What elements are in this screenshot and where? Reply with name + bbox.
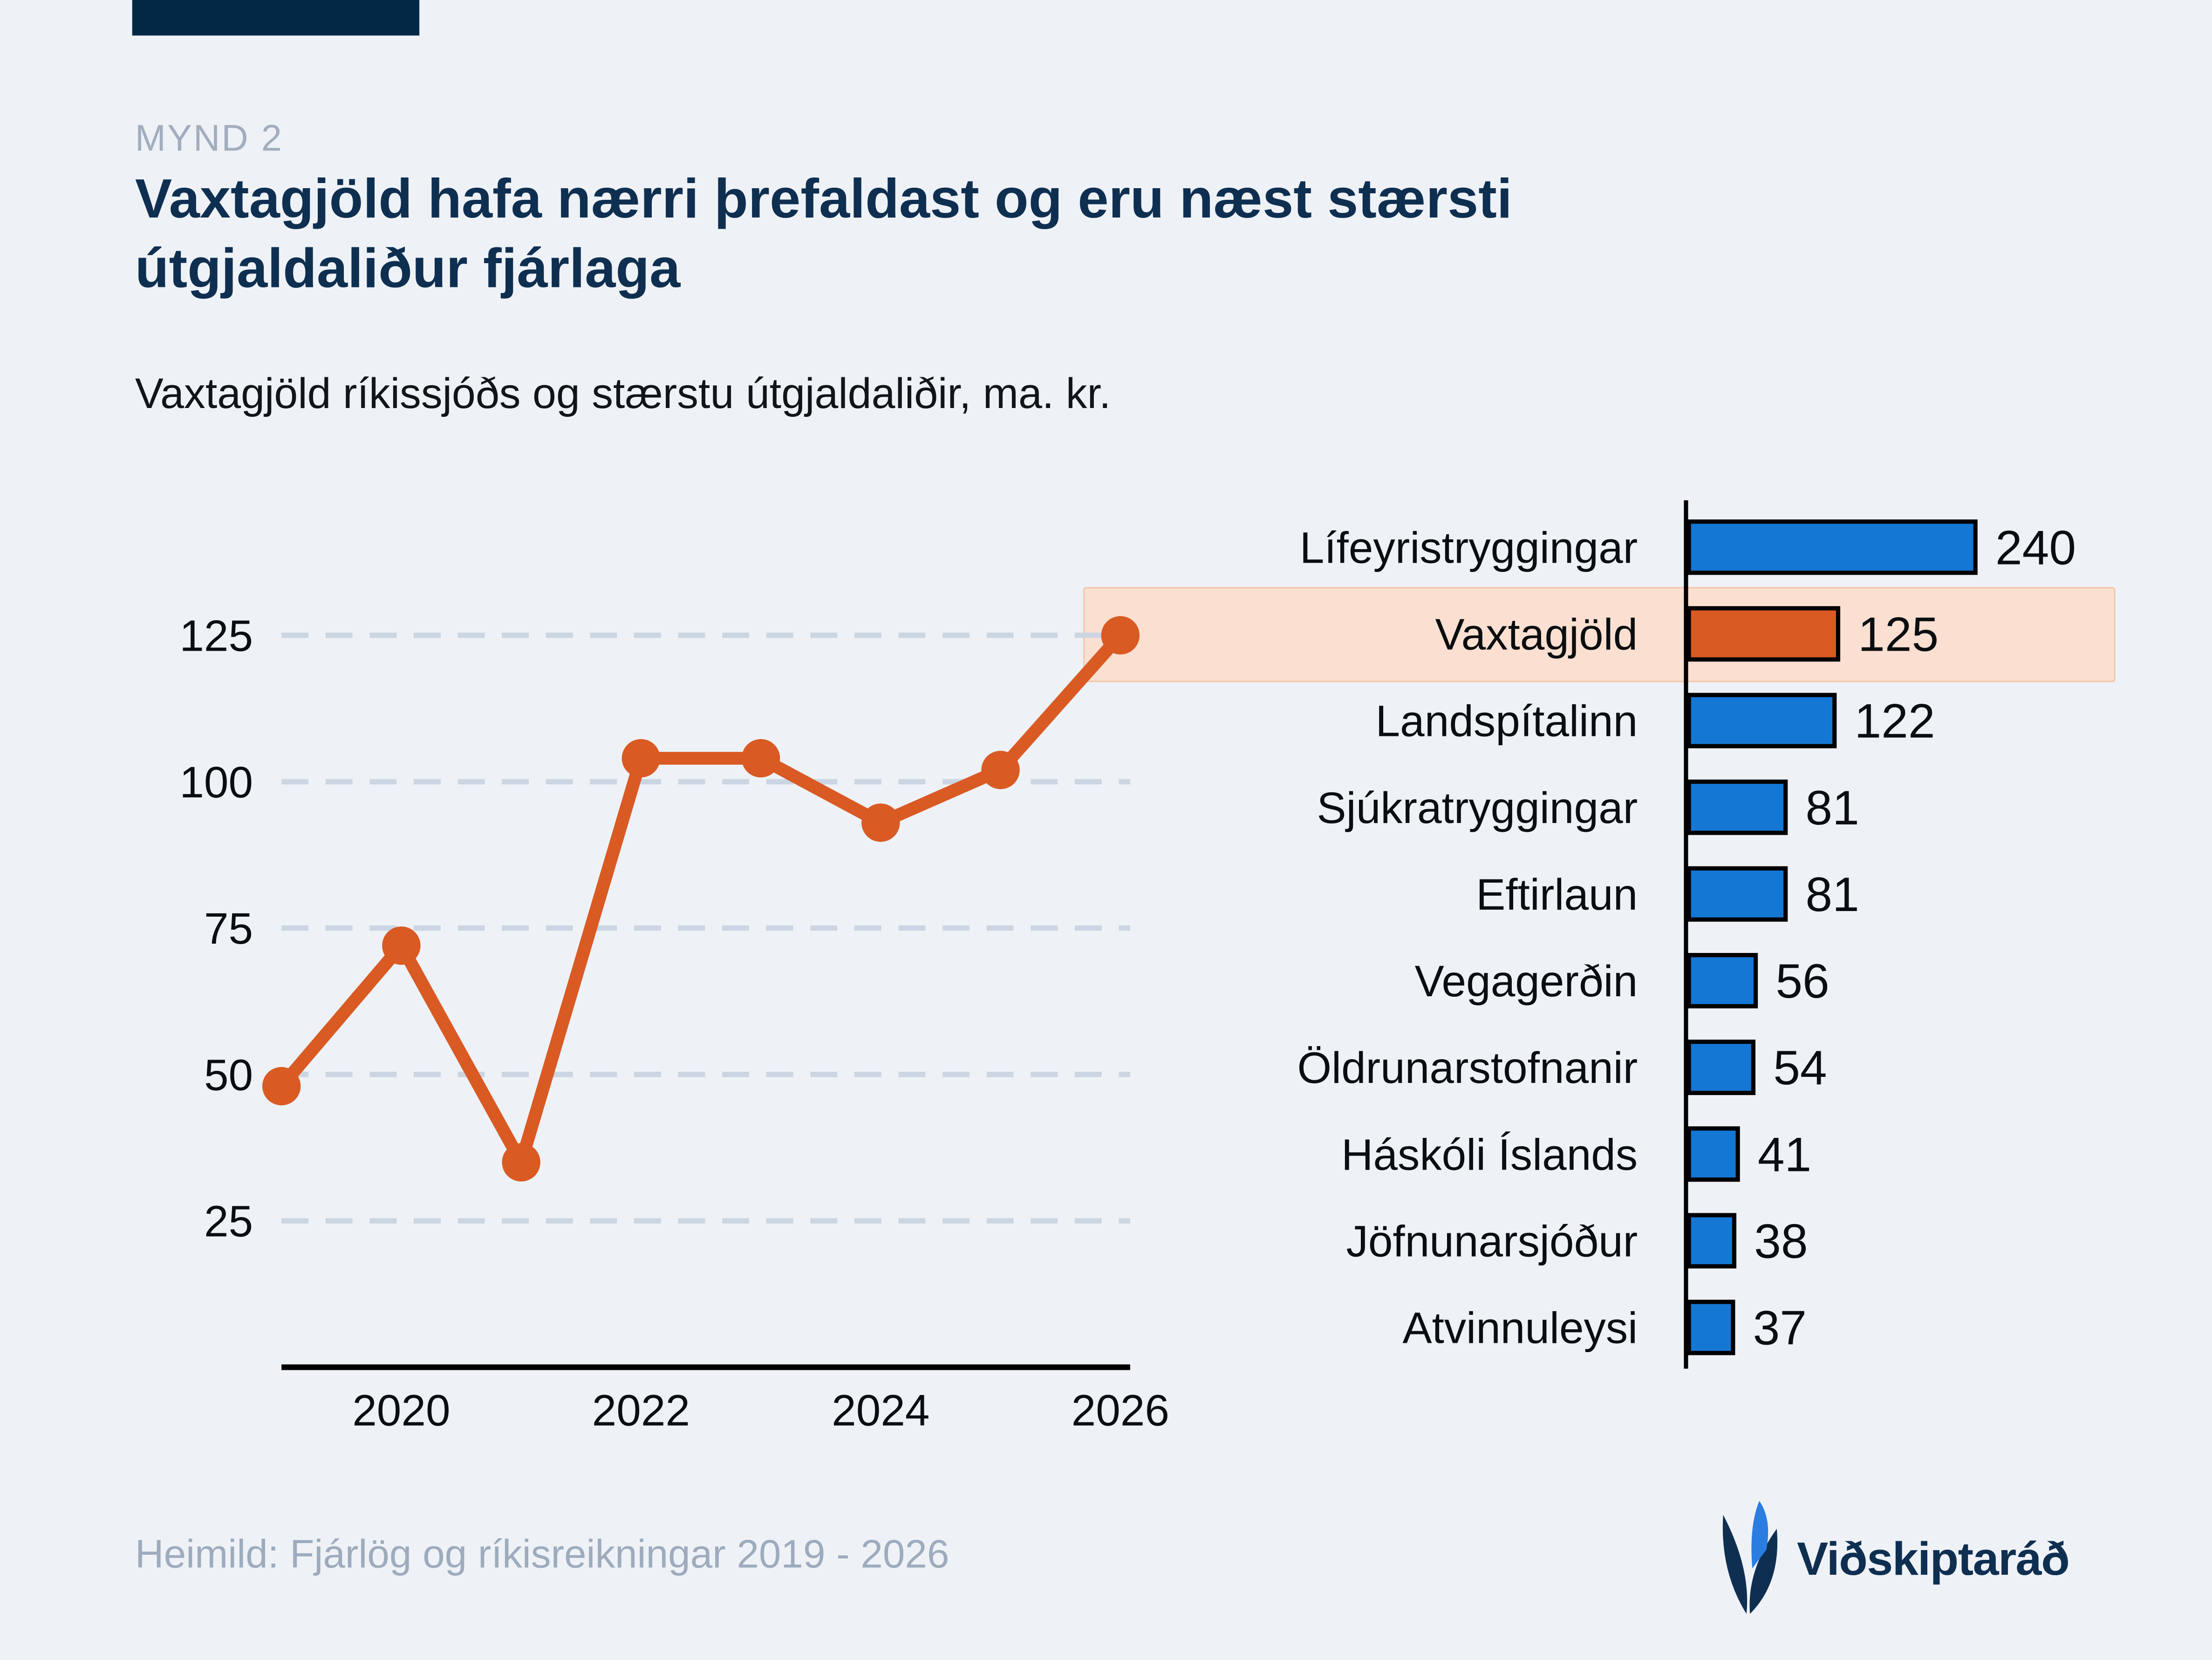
x-tick-label-2020: 2020 [352, 1386, 450, 1435]
bar-value: 125 [1858, 607, 1939, 661]
bar [1686, 606, 1841, 662]
data-point-2026 [1101, 616, 1140, 655]
data-point-2021 [502, 1143, 540, 1182]
bar-label: Lífeyristryggingar [1300, 523, 1638, 572]
bar-value: 38 [1754, 1214, 1808, 1268]
line-chart: 125 100 75 50 25 2020 2022 2024 2026 [179, 612, 1169, 1435]
chart-subtitle: Vaxtagjöld ríkissjóðs og stærstu útgjald… [135, 371, 1111, 418]
bar-row-3: Landspítalinn 122 [1376, 693, 1935, 748]
bar-label: Jöfnunarsjóður [1346, 1217, 1638, 1266]
bar-label: Vaxtagjöld [1435, 610, 1638, 659]
y-tick-label-75: 75 [204, 904, 253, 953]
bar-label: Sjúkratryggingar [1317, 783, 1638, 833]
line-series [275, 629, 1127, 1169]
bar-row-2: Vaxtagjöld 125 [1435, 606, 1939, 662]
bar-row-4: Sjúkratryggingar 81 [1317, 779, 1859, 835]
data-point-2024 [861, 803, 900, 842]
brand-logo: Viðskiptaráð [1717, 1501, 2070, 1617]
bar [1686, 866, 1788, 922]
bar-value: 240 [1995, 520, 2076, 574]
x-tick-label-2022: 2022 [592, 1386, 690, 1435]
logo-right-leaf [1749, 1529, 1778, 1614]
bar-label: Atvinnuleysi [1403, 1304, 1638, 1353]
bar-value: 41 [1758, 1127, 1811, 1181]
chart-title-line-2: útgjaldaliður fjárlaga [135, 238, 681, 300]
bar-row-9: Jöfnunarsjóður 38 [1346, 1213, 1808, 1269]
brand-logo-text: Viðskiptaráð [1796, 1532, 2070, 1585]
x-tick-label-2026: 2026 [1072, 1386, 1169, 1435]
bar-chart: Lífeyristryggingar 240 Vaxtagjöld 125 Landsp… [1297, 500, 2076, 1369]
data-point-2020 [382, 926, 421, 965]
bar-row-1: Lífeyristryggingar 240 [1300, 519, 2076, 575]
logo-left-leaf [1722, 1515, 1748, 1614]
bar [1686, 1213, 1737, 1269]
data-point-2019 [262, 1067, 301, 1106]
bar-value: 54 [1773, 1041, 1827, 1095]
bar-row-5: Eftirlaun 81 [1476, 866, 1859, 922]
bar-value: 56 [1775, 954, 1829, 1008]
y-tick-label-50: 50 [204, 1050, 253, 1100]
bar [1686, 693, 1837, 748]
bar-row-8: Háskóli Íslands 41 [1341, 1126, 1811, 1182]
bar-value: 122 [1854, 694, 1935, 748]
y-tick-label-100: 100 [179, 758, 253, 807]
bar-row-6: Vegagerðin 56 [1415, 952, 1830, 1008]
bar-value: 81 [1805, 867, 1859, 921]
bar-label: Háskóli Íslands [1341, 1130, 1638, 1179]
x-tick-label-2024: 2024 [832, 1386, 929, 1435]
y-tick-label-125: 125 [179, 612, 253, 661]
bar [1686, 1040, 1756, 1095]
data-point-2023 [741, 739, 780, 778]
bar [1686, 1126, 1740, 1182]
bar [1686, 952, 1758, 1008]
data-point-2022 [621, 739, 661, 778]
brand-logo-mark [1722, 1501, 1778, 1614]
source-note: Heimild: Fjárlög og ríkisreikningar 2019… [135, 1532, 949, 1577]
logo-blue-leaf [1751, 1501, 1768, 1569]
chart-title-line-1: Vaxtagjöld hafa nærri þrefaldast og eru … [135, 169, 1512, 231]
bar-row-7: Öldrunarstofnanir 54 [1297, 1040, 1827, 1095]
bar [1686, 519, 1978, 575]
brand-accent-bar [132, 0, 420, 36]
bar [1686, 779, 1788, 835]
bar-label: Vegagerðin [1415, 957, 1638, 1006]
bar [1686, 1299, 1735, 1355]
highlight-band-vaxtagjold [1083, 587, 2116, 682]
bar-row-10: Atvinnuleysi 37 [1403, 1299, 1807, 1355]
figure-number: MYND 2 [135, 116, 283, 159]
data-point-2025 [981, 750, 1020, 789]
bar-label: Landspítalinn [1376, 697, 1638, 746]
bar-label: Öldrunarstofnanir [1297, 1043, 1638, 1093]
bar-value: 81 [1805, 781, 1859, 835]
y-tick-label-25: 25 [204, 1197, 253, 1246]
bar-label: Eftirlaun [1476, 870, 1638, 919]
chart-title: Vaxtagjöld hafa nærri þrefaldast og eru … [135, 165, 1841, 304]
bar-value: 37 [1753, 1301, 1807, 1355]
